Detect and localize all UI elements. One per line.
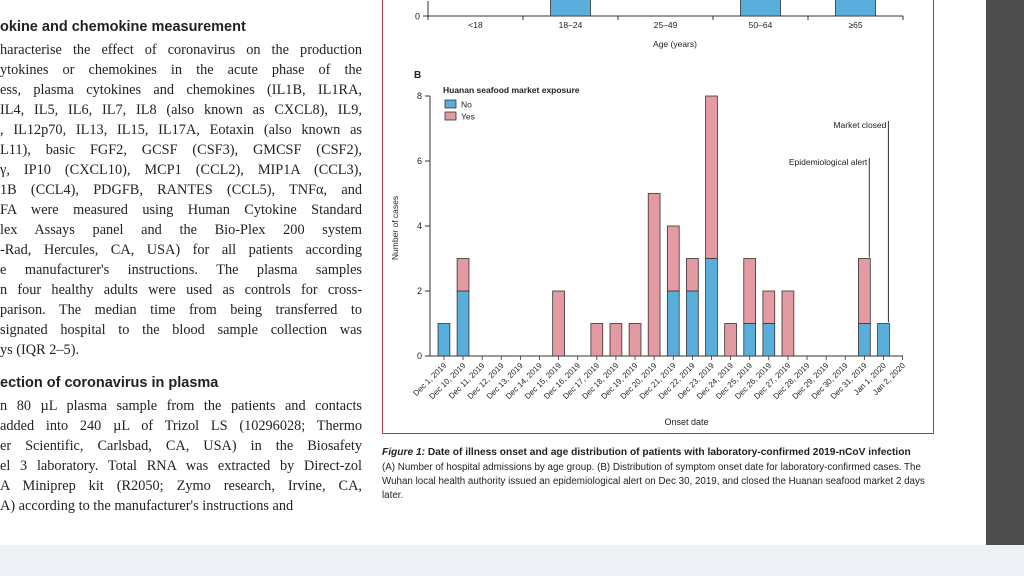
bar-no	[456, 290, 470, 357]
alert-annotation: Epidemiological alert	[789, 157, 868, 167]
body-text-line: ytokines or chemokines in the acute phas…	[0, 62, 362, 78]
caption-body: (A) Number of hospital admissions by age…	[382, 462, 925, 501]
section-heading: okine and chemokine measurement	[0, 19, 246, 35]
y-axis-title: Number of cases	[390, 196, 400, 260]
panel-b-letter: B	[414, 70, 421, 81]
y-tick-label: 8	[417, 91, 422, 101]
bar-yes	[590, 323, 604, 357]
legend-title: Huanan seafood market exposure	[443, 85, 580, 95]
section-heading: ection of coronavirus in plasma	[0, 375, 219, 391]
bar-yes	[858, 258, 871, 324]
bar-yes	[628, 323, 642, 357]
body-text-line: -Rad, Hercules, CA, USA) for all patient…	[0, 242, 362, 258]
x-axis-title: Onset date	[664, 417, 708, 427]
bar-yes	[456, 258, 470, 292]
body-text-line: lex Assays panel and the Bio-Plex 200 sy…	[0, 222, 362, 238]
panel-a-bar-stub	[835, 0, 876, 17]
body-text-line: n four healthy adults were used as contr…	[0, 282, 362, 298]
bar-yes	[609, 323, 623, 357]
figure-1-chart: 0 <18 18–24 25–49 50–64 ≥65 Age (years) B 0 2 4 6 8 N…	[390, 0, 907, 427]
bar-yes	[686, 258, 699, 292]
bar-yes	[762, 290, 776, 324]
bar-no	[743, 323, 757, 357]
legend-swatch-yes	[444, 111, 457, 121]
bar-yes	[647, 193, 661, 357]
body-text-line: A) according to the manufacturer's instr…	[0, 498, 294, 514]
panel-a-category-label: ≥65	[848, 20, 862, 30]
body-text-line: ess, plasma cytokines and chemokines (IL…	[0, 82, 362, 98]
panel-a-category-label: 18–24	[559, 20, 583, 30]
body-text-line: 1B (CCL4), PDGFB, RANTES (CCL5), TNFα, a…	[0, 182, 362, 198]
y-tick-label: 2	[417, 286, 422, 296]
bar-yes	[666, 225, 680, 292]
bar-no	[877, 323, 890, 357]
caption-title: Figure 1: Date of illness onset and age …	[382, 446, 942, 460]
bar-yes	[552, 290, 565, 357]
body-text-line: A Miniprep kit (R2050; Zymo research, Ir…	[0, 478, 362, 494]
bar-no	[705, 258, 718, 357]
panel-a-category-label: 50–64	[749, 20, 773, 30]
body-text-line: n 80 µL plasma sample from the patients …	[0, 398, 362, 414]
caption-title-text: Date of illness onset and age distributi…	[427, 447, 911, 458]
body-text-line: , IL12p70, IL13, IL15, IL17A, Eotaxin (a…	[0, 122, 362, 138]
viewer-scrollbar[interactable]	[986, 0, 1024, 545]
market-closed-annotation: Market closed	[833, 120, 886, 130]
panel-a-x-axis-title: Age (years)	[653, 39, 697, 49]
bar-no	[666, 290, 680, 357]
bar-yes	[724, 323, 737, 357]
legend-label-no: No	[461, 100, 472, 110]
bar-no	[437, 323, 451, 357]
body-text-line: IL4, IL5, IL6, IL7, IL8 (also known as C…	[0, 102, 362, 118]
panel-a-category-label: 25–49	[654, 20, 678, 30]
bar-no	[762, 323, 776, 357]
body-text-line: e manufacturer's instructions. The plasm…	[0, 262, 362, 278]
body-text-line: L11), basic FGF2, GCSF (CSF3), GMCSF (CS…	[0, 142, 362, 158]
body-text-line: γ, IP10 (CXCL10), MCP1 (CCL2), MIP1A (CC…	[0, 162, 362, 178]
body-text-line: added into 240 µL of Trizol LS (10296028…	[0, 418, 362, 434]
y-tick-label: 0	[417, 351, 422, 361]
article-page: okine and chemokine measurement haracteri…	[0, 0, 986, 545]
body-text-line: parison. The median time from being tran…	[0, 302, 362, 318]
y-tick-label: 4	[417, 221, 422, 231]
body-text-line: er Scientific, Carlsbad, CA, USA) in the…	[0, 438, 362, 454]
caption-figure-label: Figure 1:	[382, 447, 426, 458]
y-tick-label: 6	[417, 156, 422, 166]
body-text-line: el 3 laboratory. Total RNA was extracted…	[0, 458, 362, 474]
bar-yes	[781, 290, 795, 357]
panel-a-category-label: <18	[468, 20, 483, 30]
viewer-bottom-bar	[0, 545, 1024, 576]
body-text-line: signated hospital to the blood sample co…	[0, 322, 362, 338]
body-text-column: okine and chemokine measurement haracteri…	[0, 14, 362, 516]
legend-label-yes: Yes	[461, 112, 475, 122]
bar-no	[858, 323, 871, 357]
panel-a-bar-stub	[740, 0, 781, 17]
bar-yes	[743, 258, 757, 324]
panel-a-bar-stub	[550, 0, 591, 17]
panel-a-y-tick-label: 0	[415, 12, 420, 22]
figure-caption: Figure 1: Date of illness onset and age …	[382, 446, 942, 503]
bar-yes	[705, 95, 718, 259]
legend-swatch-no	[444, 99, 457, 109]
body-text-line: FA were measured using Human Cytokine St…	[0, 202, 362, 218]
figure-1-box: 0 <18 18–24 25–49 50–64 ≥65 Age (years) B 0 2 4 6 8 N…	[382, 0, 934, 434]
body-text-line: ys (IQR 2–5).	[0, 342, 80, 358]
body-text-line: haracterise the effect of coronavirus on…	[0, 42, 362, 58]
bar-no	[686, 290, 699, 357]
